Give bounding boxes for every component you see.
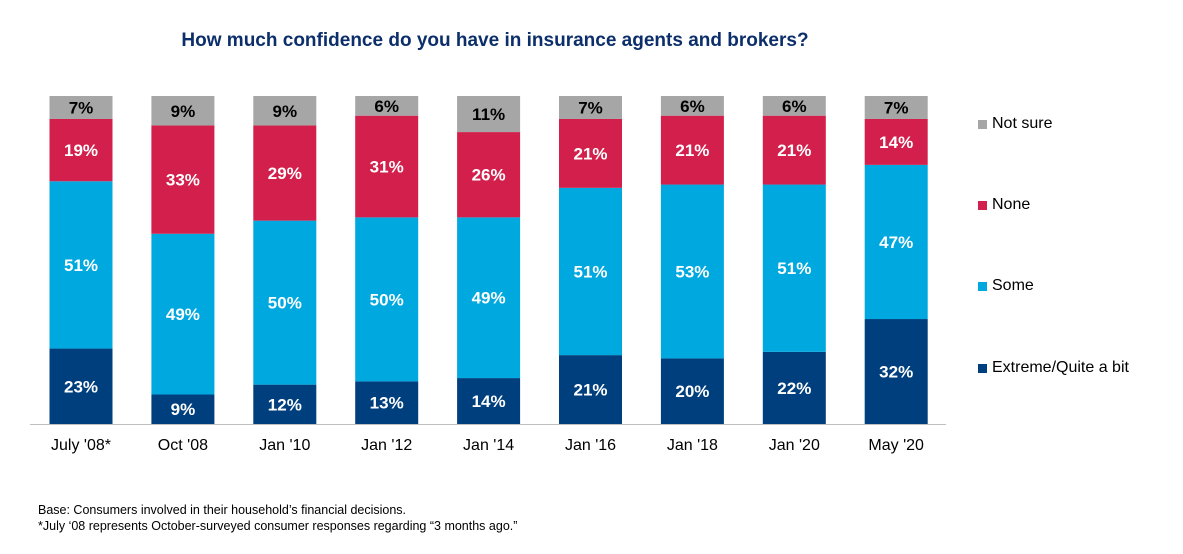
data-label: 7% [69, 98, 94, 117]
data-label: 11% [472, 105, 505, 124]
legend-item-none: None [978, 196, 1030, 214]
data-label: 47% [879, 233, 913, 252]
data-label: 13% [370, 394, 404, 413]
data-label: 49% [472, 289, 506, 308]
data-label: 9% [273, 102, 298, 121]
bar-segment-some [660, 184, 724, 359]
x-tick-label: Oct '08 [158, 437, 208, 454]
x-tick-label: Jan '18 [667, 437, 718, 454]
data-label: 14% [879, 133, 913, 152]
bar-segment-none [457, 132, 521, 218]
footnote-base: Base: Consumers involved in their househ… [38, 503, 407, 517]
bar-segment-none [151, 125, 215, 234]
bar-segment-not-sure [151, 96, 215, 126]
data-label: 22% [777, 379, 811, 398]
chart-title: How much confidence do you have in insur… [181, 30, 809, 51]
bar-segment-extreme-quite-a-bit [762, 351, 826, 424]
data-label: 50% [268, 294, 302, 313]
data-label: 53% [675, 262, 709, 281]
bar-segment-extreme-quite-a-bit [559, 355, 622, 424]
bar-segment-some [253, 220, 317, 385]
data-label: 19% [64, 141, 98, 160]
bar-segment-some [762, 184, 826, 352]
data-label: 51% [64, 256, 98, 275]
bar-segment-none [253, 125, 317, 221]
bar-segment-some [151, 233, 215, 395]
legend-swatch [978, 200, 987, 210]
data-label: 21% [777, 141, 811, 160]
x-tick-label: May '20 [868, 437, 924, 454]
data-label: 51% [573, 262, 607, 281]
bar-segment-extreme-quite-a-bit [253, 384, 317, 424]
data-label: 33% [166, 171, 200, 190]
bar-segment-some [355, 217, 419, 382]
bar-segment-none [559, 118, 622, 188]
bar-segment-none [762, 115, 826, 185]
bar-segment-not-sure [559, 96, 622, 119]
data-label: 21% [675, 141, 709, 160]
bar-segment-not-sure [864, 96, 928, 119]
legend-label: Extreme/Quite a bit [992, 359, 1129, 376]
legend-swatch [978, 363, 987, 373]
data-label: 6% [680, 97, 705, 116]
legend-swatch [978, 119, 987, 129]
bar-segment-extreme-quite-a-bit [49, 348, 113, 424]
data-label: 6% [782, 97, 807, 116]
legend-label: None [992, 196, 1031, 213]
bar-segment-none [660, 115, 724, 185]
bar-segment-not-sure [49, 96, 113, 119]
x-tick-label: Jan '12 [361, 437, 412, 454]
data-label: 49% [166, 305, 200, 324]
x-tick-label: Jan '10 [259, 437, 310, 454]
legend-label: Some [992, 277, 1034, 294]
data-label: 51% [777, 259, 811, 278]
data-label: 32% [879, 363, 913, 382]
bar-segment-some [559, 187, 622, 356]
x-tick-label: Jan '20 [769, 437, 820, 454]
x-tick-label: July '08* [51, 437, 111, 454]
data-label: 7% [578, 98, 603, 117]
bar-segment-some [457, 217, 521, 379]
bar-segment-none [49, 118, 113, 182]
bar-segment-some [49, 181, 113, 349]
bar-segment-extreme-quite-a-bit [151, 394, 215, 424]
data-label: 20% [675, 382, 709, 401]
bar-segment-not-sure [762, 96, 826, 116]
data-label: 21% [573, 144, 607, 163]
bar-segment-extreme-quite-a-bit [660, 358, 724, 424]
data-label: 23% [64, 377, 98, 396]
data-label: 9% [171, 102, 196, 121]
data-label: 7% [884, 98, 909, 117]
legend-item-some: Some [978, 277, 1034, 295]
bar-segment-extreme-quite-a-bit [457, 378, 521, 424]
data-label: 29% [268, 164, 302, 183]
legend-swatch [978, 281, 987, 291]
bar-segment-none [864, 118, 928, 165]
bar-segment-some [864, 164, 928, 320]
legend-item-not-sure: Not sure [978, 115, 1052, 133]
legend-label: Not sure [992, 115, 1053, 132]
footnote-note: *July ‘08 represents October-surveyed co… [38, 519, 518, 533]
bar-segment-not-sure [457, 96, 521, 133]
bar-segment-extreme-quite-a-bit [355, 381, 419, 424]
data-label: 12% [268, 395, 302, 414]
bar-segment-not-sure [355, 96, 419, 116]
bar-segment-none [355, 115, 419, 218]
data-label: 6% [374, 97, 399, 116]
bar-segment-extreme-quite-a-bit [864, 319, 928, 424]
x-tick-label: Jan '16 [565, 437, 616, 454]
bar-segment-not-sure [253, 96, 317, 126]
legend-item-extreme: Extreme/Quite a bit [978, 359, 1129, 377]
data-label: 14% [472, 392, 506, 411]
data-label: 9% [171, 400, 196, 419]
data-label: 31% [370, 158, 404, 177]
bar-segment-not-sure [660, 96, 724, 116]
data-label: 50% [370, 290, 404, 309]
data-label: 26% [472, 166, 506, 185]
x-tick-label: Jan '14 [463, 437, 514, 454]
data-label: 21% [573, 381, 607, 400]
